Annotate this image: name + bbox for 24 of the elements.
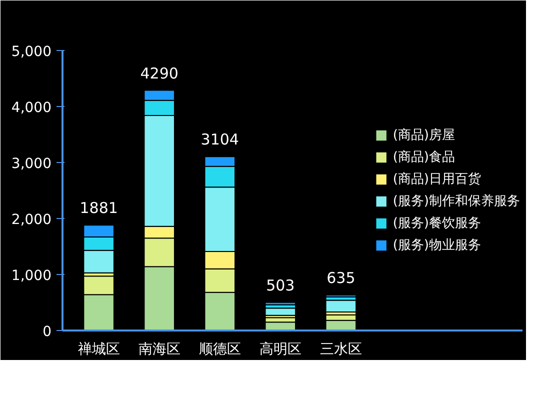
y-tick-label: 4,000 — [11, 100, 52, 116]
legend-label: (服务)物业服务 — [392, 237, 481, 254]
legend-label: (商品)房屋 — [392, 127, 455, 144]
legend-label: (商品)日用百货 — [392, 171, 481, 188]
y-tick-label: 3,000 — [11, 156, 52, 172]
x-tick-label: 禅城区 — [78, 342, 120, 358]
y-tick-label: 2,000 — [11, 212, 52, 228]
x-tick-label: 高明区 — [259, 342, 302, 358]
x-tick-label: 顺德区 — [198, 342, 241, 358]
total-label: 3104 — [200, 130, 239, 149]
y-tick-label: 0 — [42, 324, 52, 340]
legend-label: (服务)餐饮服务 — [392, 215, 481, 232]
legend-label: (服务)制作和保养服务 — [392, 193, 520, 210]
legend-label: (商品)食品 — [392, 149, 455, 166]
x-tick-label: 三水区 — [320, 342, 362, 358]
x-tick-label: 南海区 — [138, 342, 180, 358]
y-tick-label: 1,000 — [11, 268, 52, 284]
total-label: 4290 — [140, 64, 178, 82]
total-label: 1881 — [80, 199, 118, 218]
bar — [325, 300, 357, 313]
total-label: 635 — [326, 268, 356, 287]
total-label: 503 — [266, 276, 295, 294]
bar — [264, 308, 296, 316]
y-tick-label: 5,000 — [11, 44, 52, 60]
